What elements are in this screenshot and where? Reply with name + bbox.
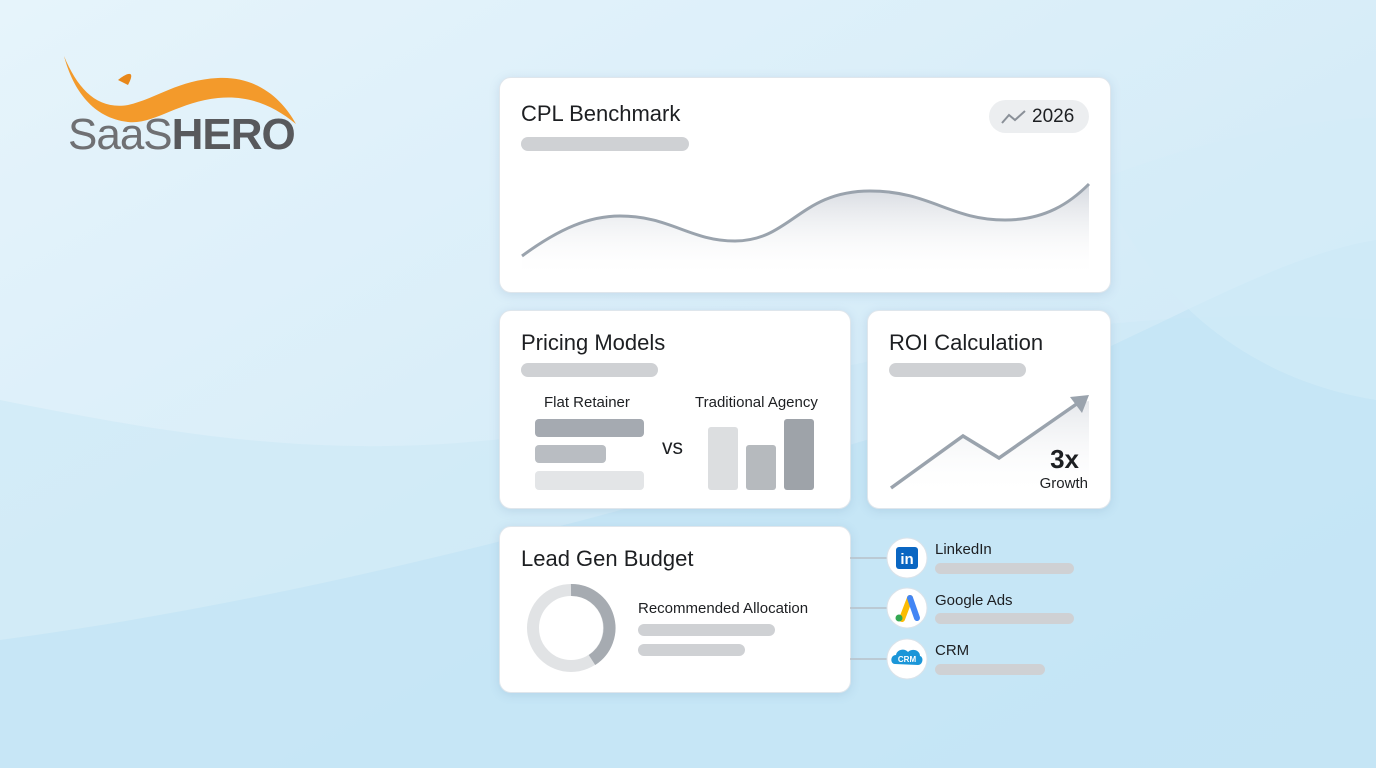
- placeholder-bar: [521, 137, 689, 151]
- logo-part: SaaS: [68, 110, 173, 159]
- bar-shape: [535, 471, 644, 490]
- donut: [527, 583, 616, 672]
- card-title: Pricing Models: [521, 330, 666, 355]
- card-title: Lead Gen Budget: [521, 546, 694, 571]
- subtitle: Recommended Allocation: [638, 600, 809, 617]
- bar-shape: [535, 419, 644, 437]
- multiplier: 3x: [1050, 444, 1079, 474]
- column-shape: [708, 427, 738, 490]
- placeholder-bar: [935, 613, 1074, 624]
- card-title: CPL Benchmark: [521, 101, 681, 126]
- column-shape: [746, 445, 776, 490]
- cpl-chart: [521, 182, 1091, 278]
- placeholder-bar: [638, 644, 745, 656]
- placeholder-bar: [638, 624, 775, 636]
- bar-shape: [535, 445, 606, 463]
- integration-name: LinkedIn: [935, 541, 992, 558]
- card-title: ROI Calculation: [889, 330, 1044, 355]
- placeholder-bar: [935, 664, 1045, 675]
- budget-card: Lead Gen Budget Recommended Allocation: [499, 526, 851, 693]
- placeholder-bar: [889, 363, 1026, 377]
- integration-name: CRM: [935, 642, 970, 659]
- versus-text: vs: [662, 436, 683, 459]
- option-label: Flat Retainer: [544, 394, 630, 411]
- roi-chart: [889, 395, 1089, 496]
- year-badge[interactable]: 2026: [989, 100, 1089, 133]
- caption: Growth: [1039, 475, 1088, 492]
- pricing-card: Pricing Models Flat Retainer Traditional…: [499, 310, 851, 509]
- integration-name: Google Ads: [935, 592, 1013, 609]
- placeholder-bar: [935, 563, 1074, 574]
- placeholder-bar: [521, 363, 658, 377]
- logo: SaaSHERO: [68, 110, 296, 160]
- icon-text: CRM: [898, 655, 917, 664]
- icon-text: in: [900, 551, 913, 568]
- logo-swoosh: [64, 56, 296, 124]
- column-shape: [784, 419, 814, 490]
- roi-card: ROI Calculation 3x Growth: [867, 310, 1111, 509]
- integration-icons: in CRM: [850, 537, 928, 680]
- trend-icon: [1001, 110, 1026, 124]
- option-label: Traditional Agency: [695, 394, 818, 411]
- logo-part: HERO: [171, 110, 296, 159]
- cpl-card: CPL Benchmark 2026: [499, 77, 1111, 293]
- badge-text: 2026: [1032, 106, 1075, 127]
